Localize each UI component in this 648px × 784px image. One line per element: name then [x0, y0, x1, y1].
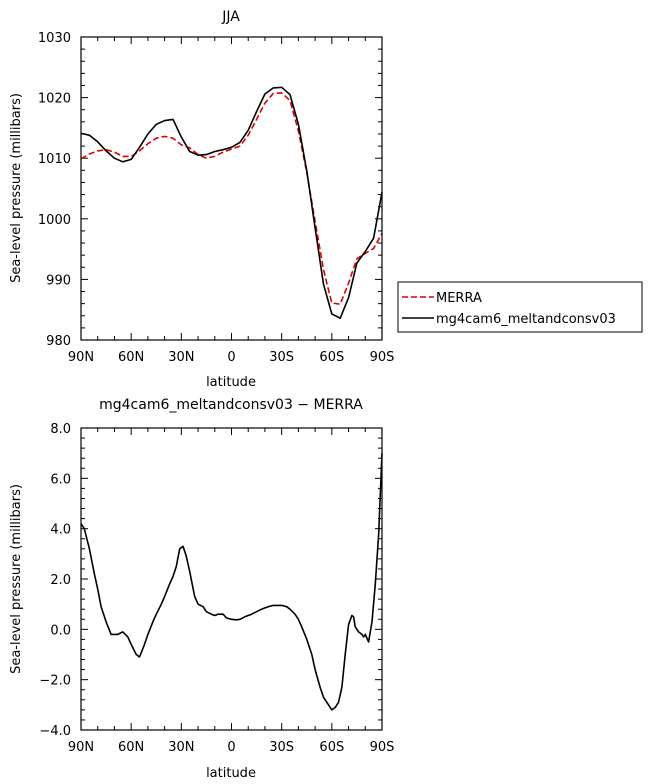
top-chart-plot-frame — [80, 36, 383, 341]
bottom-chart-x-tick-label: 0 — [227, 740, 235, 755]
top-chart-x-axis-label: latitude — [206, 375, 256, 390]
bottom-chart-series — [80, 453, 383, 711]
top-chart-y-tick-label: 1000 — [38, 213, 71, 228]
top-chart-y-tick-label: 980 — [46, 334, 71, 349]
bottom-chart-y-tick-label: 0.0 — [50, 623, 71, 638]
top-chart-y-tick-label: 990 — [46, 273, 71, 288]
top-chart-y-tick-label: 1020 — [38, 92, 71, 107]
top-chart-y-tick-label: 1030 — [38, 31, 71, 46]
bottom-chart-y-axis-label: Sea-level pressure (millibars) — [9, 484, 24, 674]
top-chart-x-tick-label: 60N — [118, 350, 144, 365]
bottom-chart-ticks: 90N 60N 30N 0 30S 60S 90S −4.0 −2.0 0.0 2.0 4.0 6.0 8… — [39, 422, 394, 755]
bottom-chart-y-tick-label: 8.0 — [50, 422, 71, 437]
bottom-chart-title: mg4cam6_meltandconsv03 − MERRA — [99, 397, 363, 413]
bottom-chart-x-axis-label: latitude — [206, 766, 256, 781]
bottom-chart-series-line — [80, 453, 383, 711]
bottom-chart-y-tick-label: −2.0 — [39, 674, 71, 689]
bottom-chart-panel: mg4cam6_meltandconsv03 − MERRA Sea-level… — [9, 397, 394, 781]
top-chart-x-tick-label: 0 — [227, 350, 235, 365]
top-chart-x-tick-label: 30S — [269, 350, 294, 365]
legend-model-label: mg4cam6_meltandconsv03 — [436, 312, 616, 327]
top-chart-x-tick-label: 60S — [319, 350, 344, 365]
bottom-chart-y-tick-label: −4.0 — [39, 724, 71, 739]
bottom-chart-y-tick-label: 6.0 — [50, 472, 71, 487]
top-chart-series-merra — [80, 92, 383, 306]
legend-box — [397, 281, 643, 333]
top-chart-y-axis-label: Sea-level pressure (millibars) — [9, 93, 24, 283]
bottom-chart-x-tick-label: 90S — [370, 740, 395, 755]
bottom-chart-x-tick-label: 60N — [118, 740, 144, 755]
top-chart-series — [80, 86, 383, 320]
bottom-chart-x-tick-label: 90N — [68, 740, 94, 755]
top-chart-panel: JJA Sea-level pressure (millibars) latit… — [9, 9, 394, 390]
bottom-chart-y-tick-label: 2.0 — [50, 573, 71, 588]
top-chart-x-tick-label: 90N — [68, 350, 94, 365]
top-chart-x-tick-label: 90S — [370, 350, 395, 365]
top-chart-x-tick-label: 30N — [168, 350, 194, 365]
top-chart-ticks: 90N 60N 30N 0 30S 60S 90S 980 990 1000 1010 1020 103… — [38, 31, 394, 365]
top-chart-title: JJA — [221, 9, 240, 25]
top-chart-series-mg4cam6-meltandconsv03 — [80, 86, 383, 320]
bottom-chart-y-tick-label: 4.0 — [50, 523, 71, 538]
bottom-chart-plot-frame — [80, 427, 383, 731]
bottom-chart-x-tick-label: 30N — [168, 740, 194, 755]
bottom-chart-x-tick-label: 30S — [269, 740, 294, 755]
legend-merra-label: MERRA — [436, 291, 482, 306]
top-chart-y-tick-label: 1010 — [38, 152, 71, 167]
bottom-chart-x-tick-label: 60S — [319, 740, 344, 755]
top-chart-legend: MERRA mg4cam6_meltandconsv03 — [397, 281, 643, 333]
